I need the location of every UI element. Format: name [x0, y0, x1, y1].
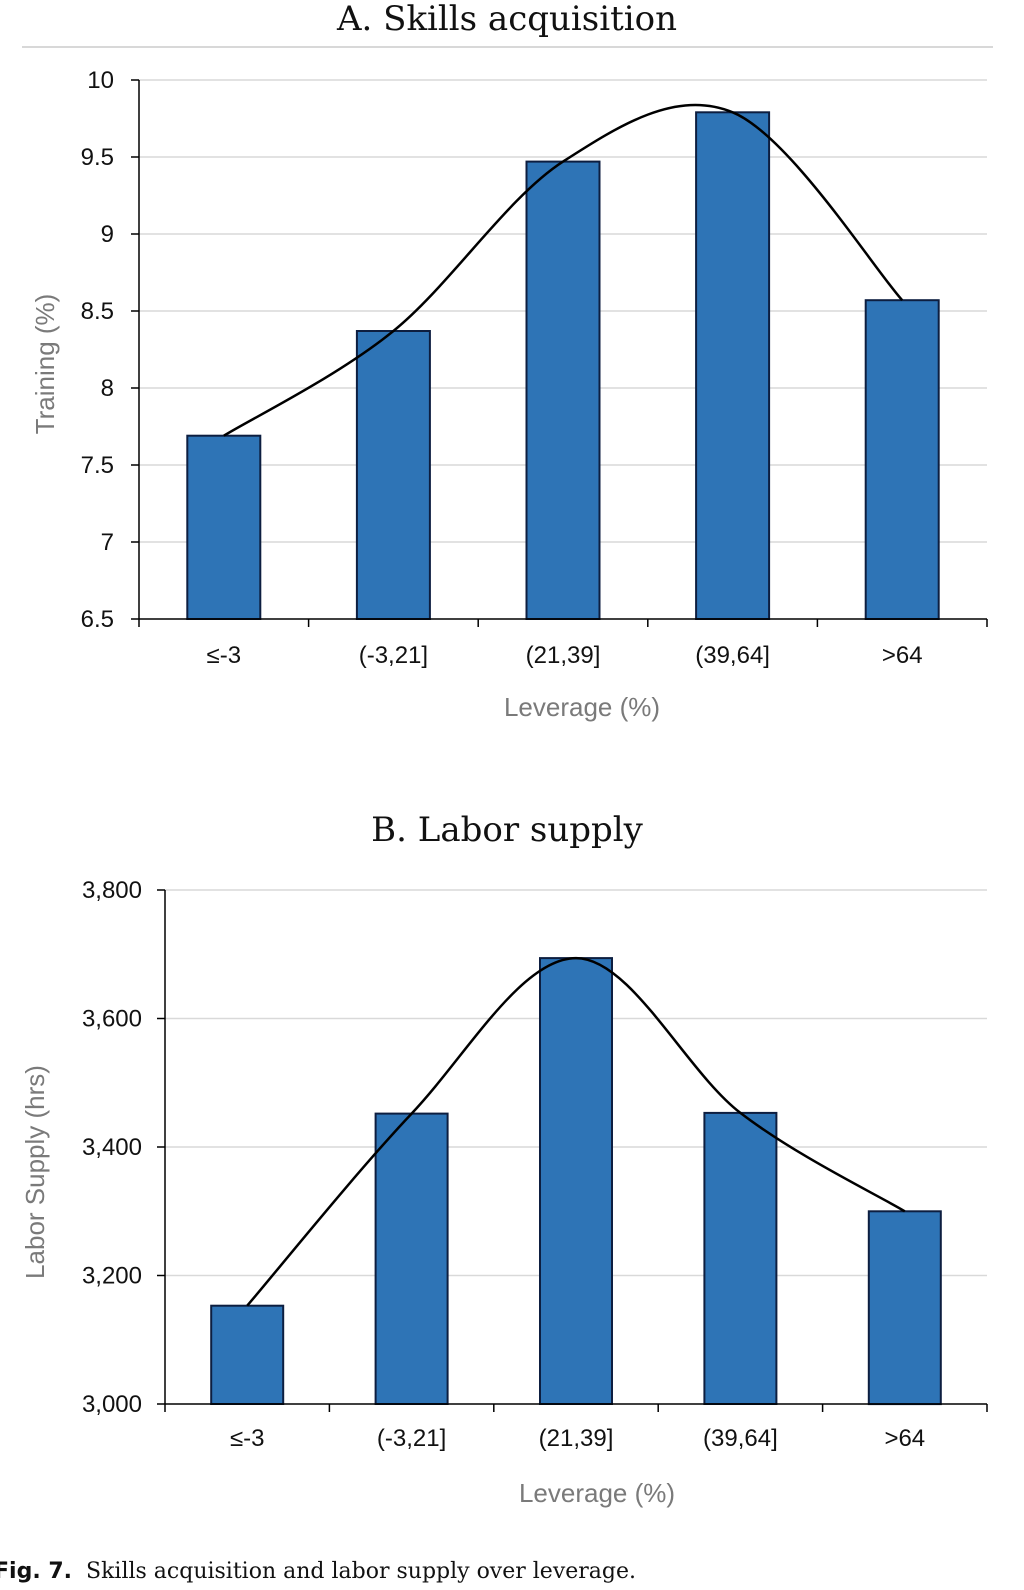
- panel-b-trend-line: [246, 956, 906, 1307]
- panel-a-chart: A. Skills acquisition 6.577.588.599.510 …: [22, 0, 993, 722]
- y-tick-label: 3,000: [82, 1391, 142, 1418]
- x-tick-label: (39,64]: [703, 1425, 778, 1452]
- panel-a-title: A. Skills acquisition: [336, 0, 677, 39]
- bar: [695, 111, 771, 621]
- bar: [867, 1210, 942, 1406]
- x-tick-label: (-3,21]: [377, 1425, 446, 1452]
- panel-a-axes: [131, 79, 988, 627]
- panel-b-axes: [157, 889, 988, 1412]
- bar: [355, 330, 431, 620]
- caption-label: Fig. 7.: [0, 1559, 72, 1584]
- panel-a-x-tick-labels: ≤-3 (-3,21] (21,39] (39,64] >64: [207, 642, 923, 669]
- x-tick-label: ≤-3: [207, 642, 242, 669]
- bar: [525, 160, 601, 620]
- bar: [703, 1111, 778, 1406]
- panel-b-title: B. Labor supply: [371, 810, 643, 850]
- panel-b-chart: B. Labor supply 3,000 3,200 3,400 3,600 3,80…: [20, 810, 988, 1508]
- bar: [186, 434, 262, 621]
- y-tick-label: 6.5: [81, 606, 114, 633]
- figure-caption: Fig. 7. Skills acquisition and labor supp…: [0, 1559, 636, 1584]
- y-tick-label: 8.5: [81, 298, 114, 325]
- bar: [539, 957, 613, 1405]
- panel-a-bars: [186, 111, 940, 621]
- y-tick-label: 9: [101, 221, 114, 248]
- x-tick-label: (-3,21]: [359, 642, 428, 669]
- panel-a-y-tick-labels: 6.5 7 7.5 8 8.5 9 9.5 10: [81, 67, 114, 633]
- y-tick-label: 9.5: [81, 144, 114, 171]
- y-tick-label: 3,200: [82, 1263, 142, 1290]
- y-tick-label: 3,400: [82, 1134, 142, 1161]
- panel-a-trend-line: [223, 103, 904, 437]
- panel-b-y-tick-labels: 3,000 3,200 3,400 3,600 3,800: [82, 877, 142, 1418]
- y-tick-label: 7.5: [81, 452, 114, 479]
- y-tick-label: 3,600: [82, 1006, 142, 1033]
- x-tick-label: >64: [884, 1425, 925, 1452]
- y-tick-label: 8: [101, 375, 114, 402]
- x-tick-label: >64: [882, 642, 923, 669]
- panel-b-bars: [210, 957, 942, 1406]
- panel-a-x-axis-label: Leverage (%): [504, 692, 660, 722]
- x-tick-label: (21,39]: [539, 1425, 614, 1452]
- panel-a-y-axis-label: Training (%): [30, 294, 60, 435]
- y-tick-label: 7: [101, 529, 114, 556]
- bar: [864, 299, 940, 620]
- x-tick-label: (21,39]: [526, 642, 601, 669]
- x-tick-label: (39,64]: [695, 642, 770, 669]
- panel-b-x-tick-labels: ≤-3 (-3,21] (21,39] (39,64] >64: [230, 1425, 925, 1452]
- y-tick-label: 3,800: [82, 877, 142, 904]
- caption-text: Skills acquisition and labor supply over…: [86, 1559, 636, 1584]
- bar: [374, 1112, 449, 1405]
- x-tick-label: ≤-3: [230, 1425, 265, 1452]
- panel-b-y-axis-label: Labor Supply (hrs): [20, 1065, 50, 1279]
- bar: [210, 1304, 285, 1405]
- y-tick-label: 10: [87, 67, 114, 94]
- panel-b-x-axis-label: Leverage (%): [519, 1478, 675, 1508]
